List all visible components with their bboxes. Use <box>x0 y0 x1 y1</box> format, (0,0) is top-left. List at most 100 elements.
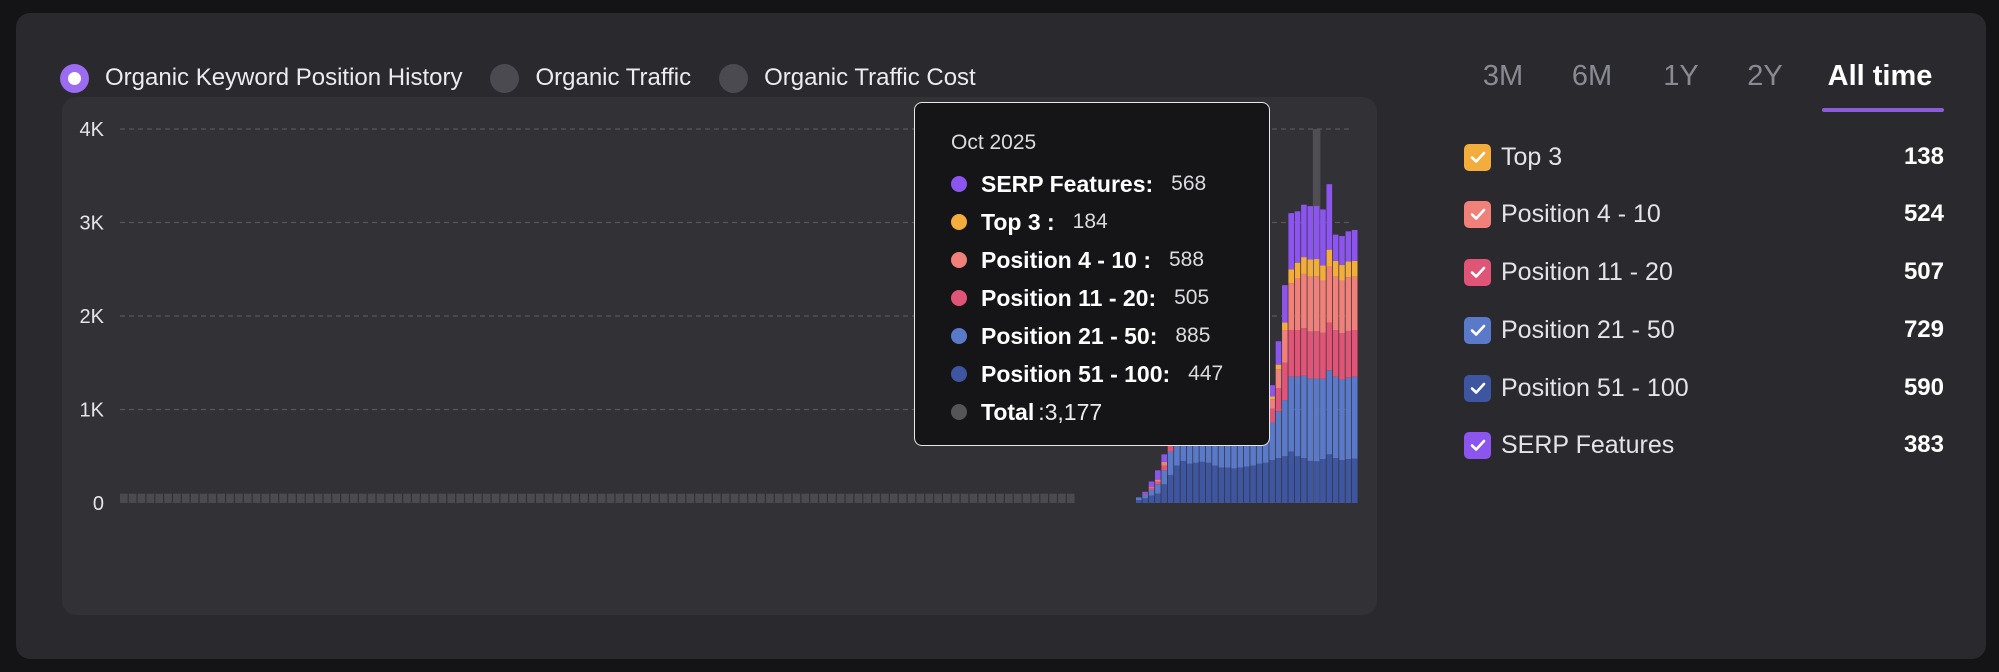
stacked-bar-segment[interactable] <box>1282 322 1288 331</box>
stacked-bar-segment[interactable] <box>1313 331 1320 379</box>
stacked-bar-segment[interactable] <box>1313 205 1320 260</box>
stacked-bar-segment[interactable] <box>1326 184 1333 250</box>
stacked-bar-segment[interactable] <box>1205 431 1212 463</box>
stacked-bar-segment[interactable] <box>1320 265 1326 281</box>
stacked-bar-segment[interactable] <box>1142 493 1148 495</box>
stacked-bar-segment[interactable] <box>1212 435 1218 466</box>
stacked-bar-segment[interactable] <box>1320 332 1326 379</box>
checkbox-checked-icon[interactable] <box>1464 200 1491 228</box>
stacked-bar-segment[interactable] <box>1269 422 1275 460</box>
stacked-bar-segment[interactable] <box>1250 465 1256 503</box>
stacked-bar-segment[interactable] <box>1326 370 1333 455</box>
stacked-bar-segment[interactable] <box>1332 260 1339 277</box>
stacked-bar-segment[interactable] <box>1320 459 1326 503</box>
stacked-bar-segment[interactable] <box>1193 431 1199 463</box>
stacked-bar-segment[interactable] <box>1307 460 1314 503</box>
stacked-bar-segment[interactable] <box>1161 454 1167 462</box>
stacked-bar-segment[interactable] <box>1345 231 1352 262</box>
stacked-bar-segment[interactable] <box>1136 497 1142 501</box>
stacked-bar-segment[interactable] <box>1199 461 1206 503</box>
stacked-bar-segment[interactable] <box>1332 234 1339 261</box>
stacked-bar-segment[interactable] <box>1167 444 1174 452</box>
stacked-bar-segment[interactable] <box>1155 470 1161 480</box>
stacked-bar-segment[interactable] <box>1237 438 1244 468</box>
checkbox-checked-icon[interactable] <box>1464 431 1491 459</box>
stacked-bar-segment[interactable] <box>1148 489 1155 496</box>
stacked-bar-segment[interactable] <box>1243 436 1250 467</box>
stacked-bar-segment[interactable] <box>1288 269 1294 284</box>
stacked-bar-segment[interactable] <box>1186 463 1193 503</box>
stacked-bar-segment[interactable] <box>1326 266 1333 323</box>
stacked-bar-segment[interactable] <box>1269 459 1275 503</box>
stacked-bar-segment[interactable] <box>1148 481 1155 488</box>
range-tab-1y[interactable]: 1Y <box>1663 60 1699 92</box>
legend-item-top-3[interactable]: Top 3 138 <box>1464 140 1944 174</box>
stacked-bar-segment[interactable] <box>1320 378 1326 460</box>
legend-item-serp-features[interactable]: SERP Features 383 <box>1464 428 1944 462</box>
stacked-bar-segment[interactable] <box>1275 387 1282 412</box>
stacked-bar-segment[interactable] <box>1339 379 1345 460</box>
stacked-bar-segment[interactable] <box>1256 431 1263 464</box>
stacked-bar-segment[interactable] <box>1224 467 1231 503</box>
stacked-bar-segment[interactable] <box>1332 330 1339 377</box>
stacked-bar-segment[interactable] <box>1174 437 1180 466</box>
stacked-bar-segment[interactable] <box>1294 278 1301 331</box>
stacked-bar-segment[interactable] <box>1275 369 1282 388</box>
stacked-bar-segment[interactable] <box>1332 458 1339 503</box>
radio-unselected-icon[interactable] <box>719 63 749 93</box>
stacked-bar-segment[interactable] <box>1294 456 1301 503</box>
stacked-bar-segment[interactable] <box>1161 461 1167 466</box>
stacked-bar-segment[interactable] <box>1155 484 1161 494</box>
range-tab-2y[interactable]: 2Y <box>1747 60 1783 92</box>
stacked-bar-segment[interactable] <box>1339 333 1345 380</box>
stacked-bar-segment[interactable] <box>1142 494 1148 499</box>
stacked-bar-segment[interactable] <box>1148 487 1155 489</box>
stacked-bar-segment[interactable] <box>1294 262 1301 279</box>
stacked-bar-segment[interactable] <box>1224 439 1231 468</box>
metric-tab-keyword-position-history[interactable]: Organic Keyword Position History <box>60 63 462 93</box>
stacked-bar-segment[interactable] <box>1205 462 1212 503</box>
stacked-bar-segment[interactable] <box>1351 330 1358 377</box>
stacked-bar-segment[interactable] <box>1212 465 1218 503</box>
legend-item-position-11-20[interactable]: Position 11 - 20 507 <box>1464 255 1944 289</box>
metric-tab-organic-traffic[interactable]: Organic Traffic <box>490 63 691 93</box>
stacked-bar-segment[interactable] <box>1180 460 1187 503</box>
stacked-bar-segment[interactable] <box>1294 211 1301 263</box>
stacked-bar-segment[interactable] <box>1301 328 1307 376</box>
stacked-bar-segment[interactable] <box>1269 385 1275 397</box>
stacked-bar-segment[interactable] <box>1288 213 1294 270</box>
stacked-bar-segment[interactable] <box>1301 375 1307 459</box>
stacked-bar-segment[interactable] <box>1288 330 1294 377</box>
stacked-bar-segment[interactable] <box>1282 285 1288 323</box>
stacked-bar-segment[interactable] <box>1142 491 1148 494</box>
stacked-bar-segment[interactable] <box>1288 283 1294 331</box>
stacked-bar-segment[interactable] <box>1275 364 1282 370</box>
stacked-bar-segment[interactable] <box>1288 451 1294 503</box>
stacked-bar-segment[interactable] <box>1307 378 1314 461</box>
legend-item-position-21-50[interactable]: Position 21 - 50 729 <box>1464 313 1944 347</box>
stacked-bar-segment[interactable] <box>1275 411 1282 459</box>
stacked-bar-segment[interactable] <box>1313 378 1320 462</box>
stacked-bar-segment[interactable] <box>1313 276 1320 332</box>
stacked-bar-segment[interactable] <box>1250 434 1256 466</box>
stacked-bar-segment[interactable] <box>1351 376 1358 459</box>
stacked-bar-segment[interactable] <box>1218 439 1225 468</box>
stacked-bar-segment[interactable] <box>1142 498 1148 503</box>
stacked-bar-segment[interactable] <box>1351 260 1358 277</box>
stacked-bar-segment[interactable] <box>1351 458 1358 503</box>
stacked-bar-segment[interactable] <box>1282 330 1288 363</box>
stacked-bar-segment[interactable] <box>1161 484 1167 503</box>
stacked-bar-segment[interactable] <box>1288 376 1294 452</box>
stacked-bar-segment[interactable] <box>1326 322 1333 371</box>
stacked-bar-segment[interactable] <box>1148 495 1155 503</box>
legend-item-position-4-10[interactable]: Position 4 - 10 524 <box>1464 197 1944 231</box>
stacked-bar-segment[interactable] <box>1275 341 1282 365</box>
stacked-bar-segment[interactable] <box>1231 468 1237 503</box>
stacked-bar-segment[interactable] <box>1269 408 1275 423</box>
checkbox-checked-icon[interactable] <box>1464 258 1491 286</box>
stacked-bar-segment[interactable] <box>1294 330 1301 377</box>
stacked-bar-segment[interactable] <box>1256 463 1263 503</box>
stacked-bar-segment[interactable] <box>1339 236 1345 266</box>
stacked-bar-segment[interactable] <box>1155 479 1161 482</box>
stacked-bar-segment[interactable] <box>1345 459 1352 503</box>
